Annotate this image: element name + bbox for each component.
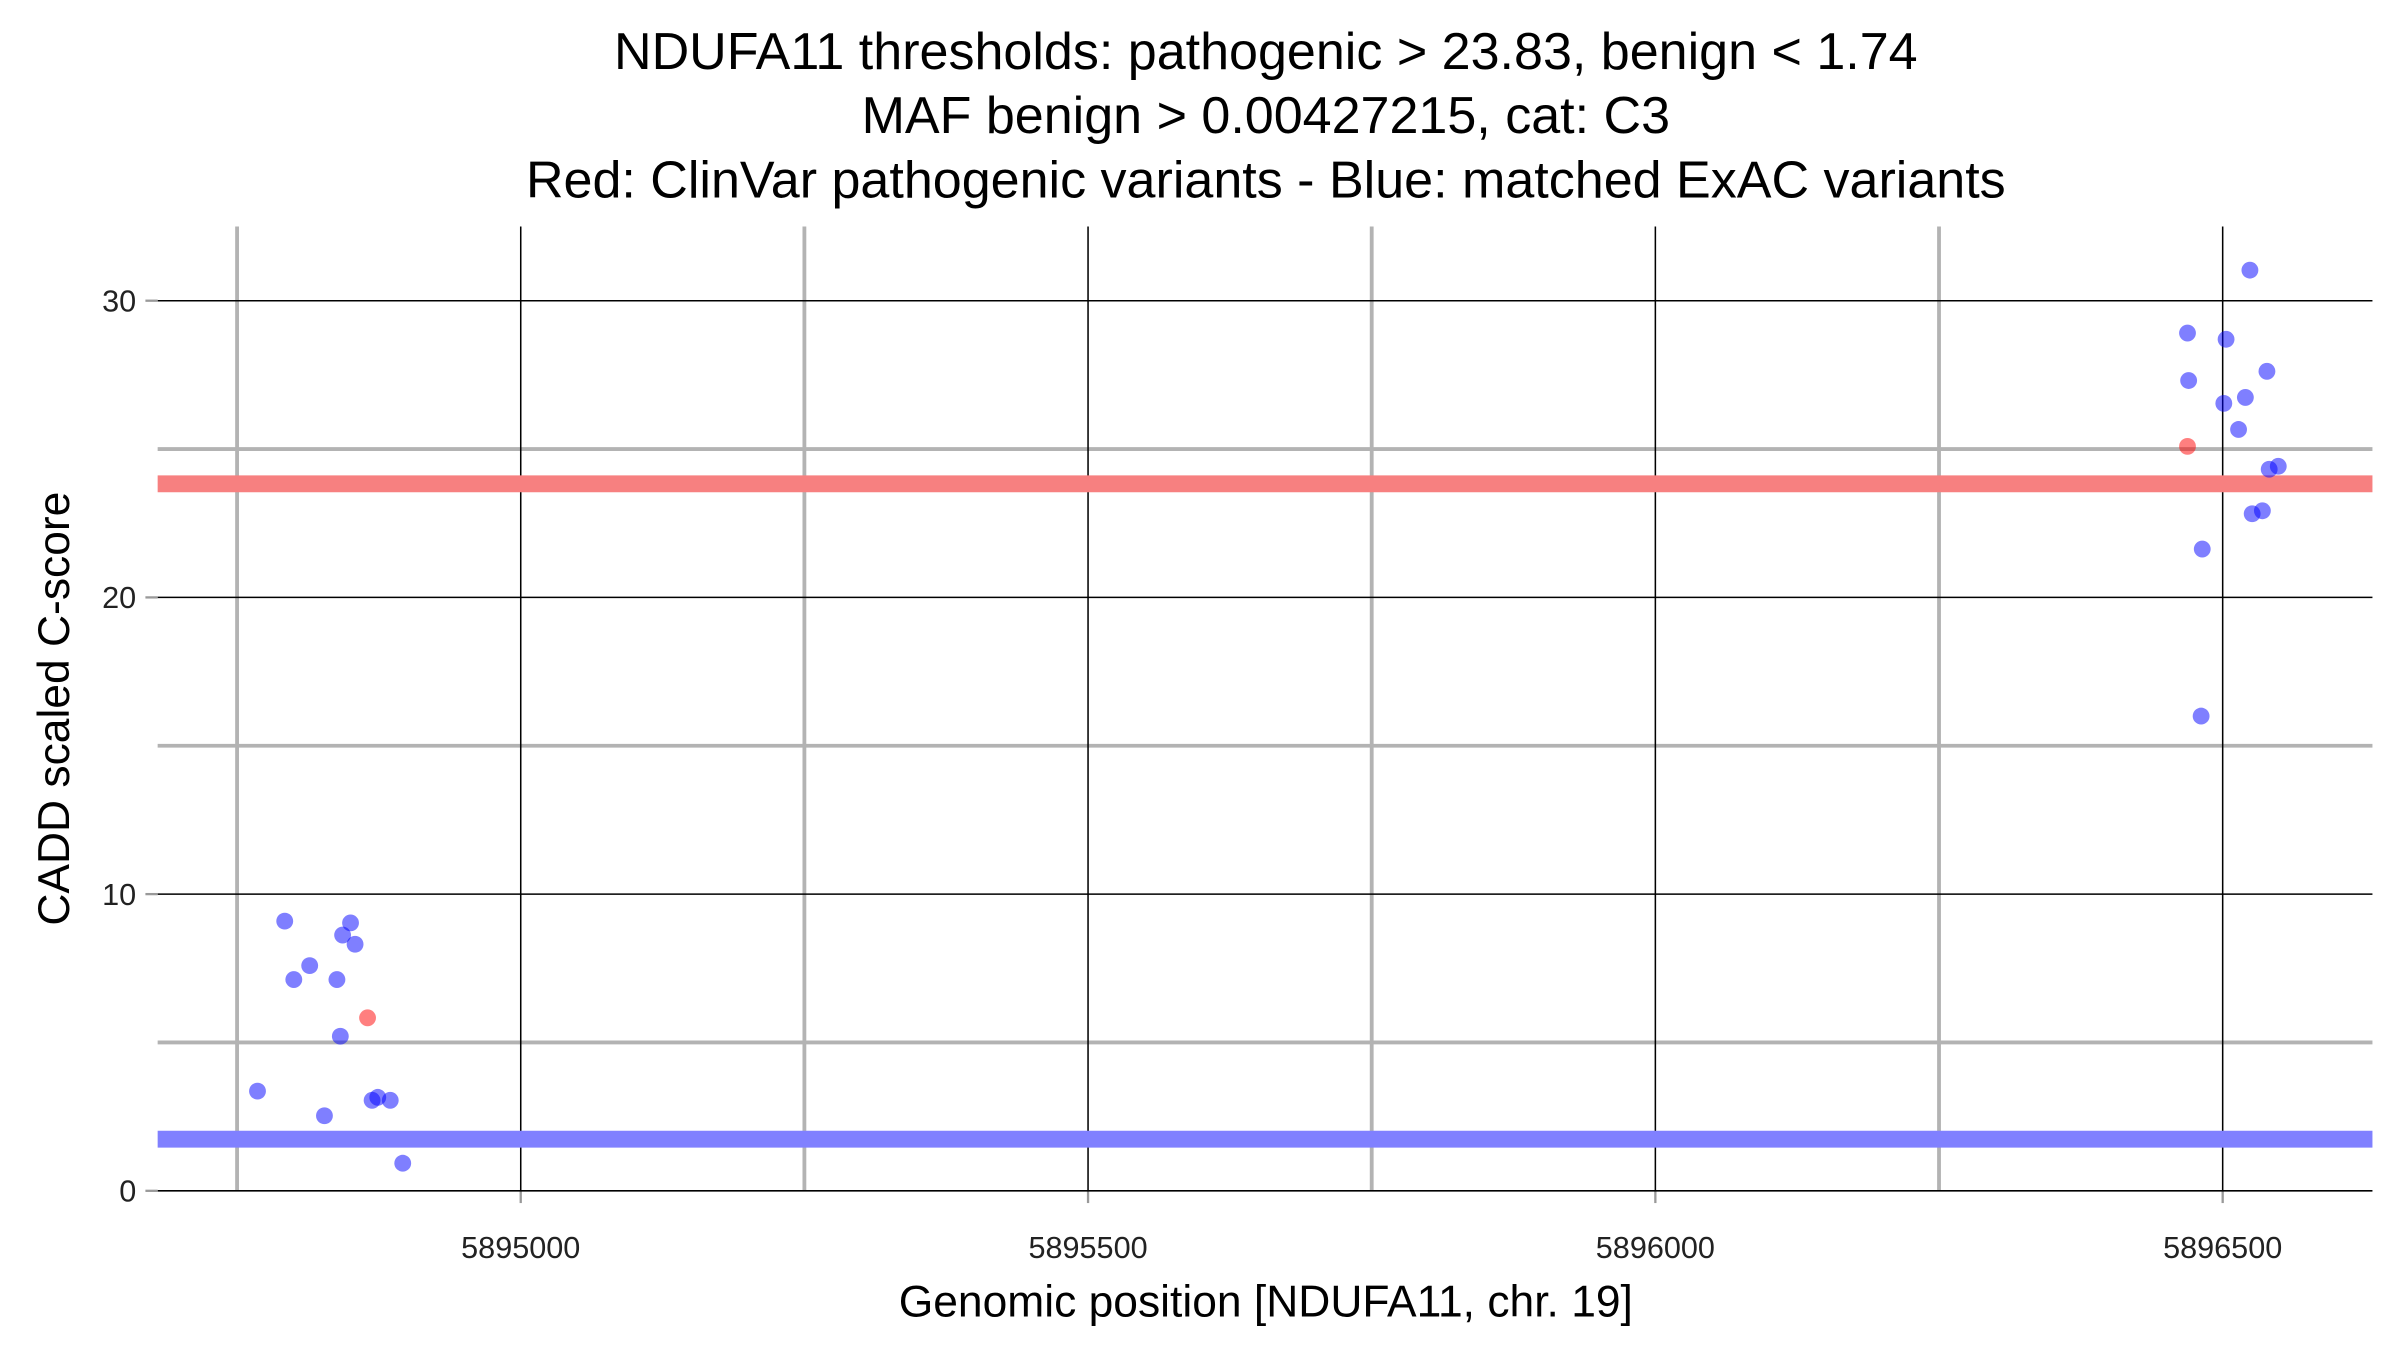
point bbox=[301, 957, 319, 975]
point bbox=[316, 1107, 333, 1125]
point bbox=[331, 1027, 349, 1045]
chart-title: NDUFA11 thresholds: pathogenic > 23.83, … bbox=[614, 23, 1918, 81]
point bbox=[359, 1009, 376, 1027]
chart-title: MAF benign > 0.00427215, cat: C3 bbox=[862, 87, 1670, 145]
point bbox=[2236, 389, 2254, 406]
point bbox=[2179, 437, 2196, 455]
point bbox=[2269, 457, 2287, 475]
point bbox=[328, 971, 346, 988]
y-tick-label: 20 bbox=[102, 581, 136, 615]
point bbox=[2253, 502, 2271, 520]
point bbox=[2230, 421, 2247, 438]
point bbox=[334, 926, 352, 944]
y-tick-label: 0 bbox=[119, 1175, 136, 1209]
x-tick-label: 5896500 bbox=[2163, 1231, 2282, 1265]
y-tick-label: 10 bbox=[102, 878, 136, 912]
point bbox=[2258, 362, 2276, 380]
point bbox=[2193, 540, 2211, 558]
point bbox=[276, 912, 294, 930]
point bbox=[249, 1082, 266, 1100]
point bbox=[2192, 707, 2210, 725]
y-tick-label: 30 bbox=[102, 284, 136, 318]
y-axis-title: CADD scaled C-score bbox=[30, 492, 79, 926]
point bbox=[2180, 372, 2198, 389]
x-tick-label: 5895500 bbox=[1028, 1231, 1147, 1265]
x-tick-label: 5895000 bbox=[461, 1231, 580, 1265]
point bbox=[2217, 330, 2235, 348]
point bbox=[2241, 261, 2259, 279]
x-axis-title: Genomic position [NDUFA11, chr. 19] bbox=[899, 1277, 1633, 1326]
point bbox=[2179, 324, 2196, 342]
point bbox=[381, 1091, 399, 1109]
x-tick-label: 5896000 bbox=[1596, 1231, 1715, 1265]
point bbox=[342, 914, 359, 932]
point bbox=[346, 935, 364, 953]
chart-title: Red: ClinVar pathogenic variants - Blue:… bbox=[526, 151, 2006, 209]
point bbox=[2215, 394, 2233, 412]
point bbox=[285, 971, 303, 988]
point bbox=[394, 1154, 412, 1172]
